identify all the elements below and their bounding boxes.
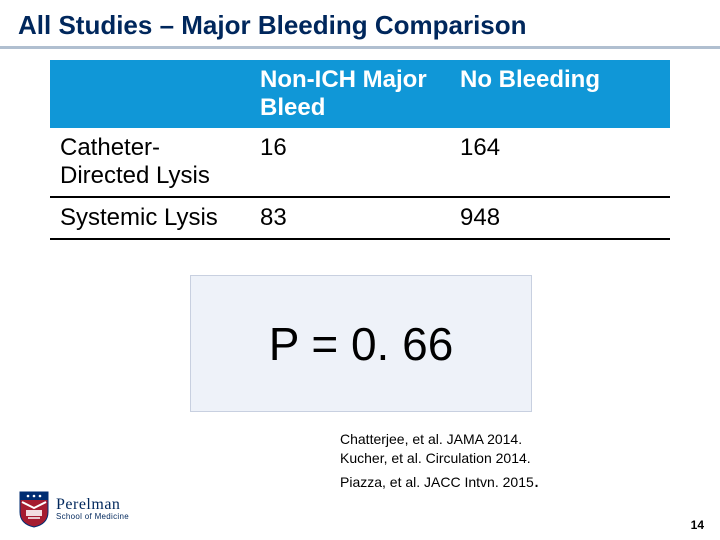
cell-value: 164	[450, 128, 670, 197]
slide-title: All Studies – Major Bleeding Comparison	[18, 10, 527, 41]
title-underline	[0, 46, 720, 49]
row-label: Catheter-Directed Lysis	[50, 128, 250, 197]
reference-line: Kucher, et al. Circulation 2014.	[340, 449, 640, 468]
references-block: Chatterjee, et al. JAMA 2014. Kucher, et…	[340, 430, 640, 495]
logo-line2: School of Medicine	[56, 513, 129, 521]
cell-value: 16	[250, 128, 450, 197]
shield-icon	[18, 490, 50, 528]
cell-value: 948	[450, 197, 670, 239]
page-number: 14	[691, 518, 704, 532]
table-row: Catheter-Directed Lysis 16 164	[50, 128, 670, 197]
col-header-blank	[50, 60, 250, 128]
reference-line: Piazza, et al. JACC Intvn. 2015	[340, 468, 640, 495]
comparison-table: Non-ICH Major Bleed No Bleeding Catheter…	[50, 60, 670, 240]
p-value-text: P = 0. 66	[269, 317, 454, 371]
logo-text: Perelman School of Medicine	[56, 497, 129, 521]
col-header-nobleed: No Bleeding	[450, 60, 670, 128]
table-row: Systemic Lysis 83 948	[50, 197, 670, 239]
p-value-box: P = 0. 66	[190, 275, 532, 412]
reference-line: Chatterjee, et al. JAMA 2014.	[340, 430, 640, 449]
table-header-row: Non-ICH Major Bleed No Bleeding	[50, 60, 670, 128]
perelman-logo: Perelman School of Medicine	[18, 490, 129, 528]
cell-value: 83	[250, 197, 450, 239]
logo-line1: Perelman	[56, 497, 129, 513]
row-label: Systemic Lysis	[50, 197, 250, 239]
col-header-nonich: Non-ICH Major Bleed	[250, 60, 450, 128]
